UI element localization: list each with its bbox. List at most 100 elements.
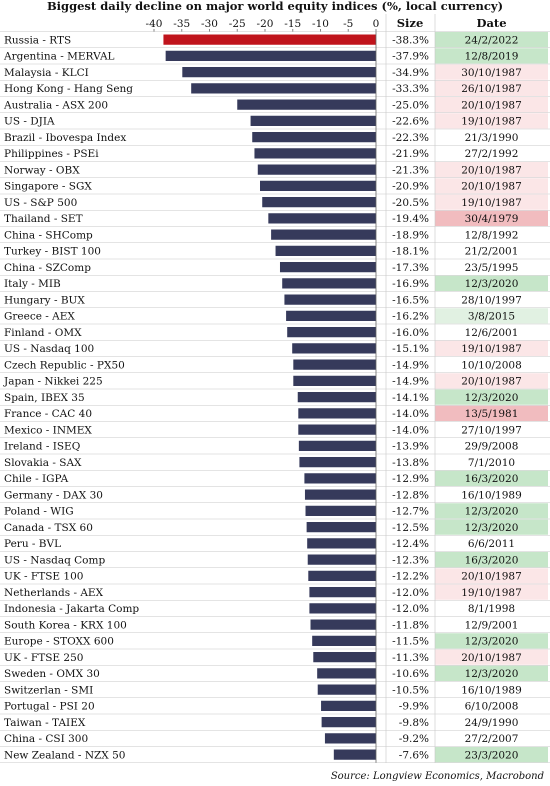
row-label: Norway - OBX <box>4 164 80 176</box>
date-cell <box>435 243 548 259</box>
size-value: -13.9% <box>392 441 429 453</box>
bar <box>257 164 376 175</box>
row-label: China - CSI 300 <box>4 733 88 745</box>
date-cell <box>435 194 548 210</box>
bar <box>163 34 376 45</box>
size-value: -25.0% <box>392 99 429 111</box>
size-value: -21.9% <box>392 148 429 160</box>
date-cell <box>435 535 548 551</box>
bar <box>252 132 376 143</box>
bar <box>321 717 376 728</box>
source-note: Source: Longview Economics, Macrobond <box>330 771 544 782</box>
equity-decline-chart: -40 -35 -30 -25 -20 -15 -10 -5 0 Size Date Russia -… <box>0 14 550 764</box>
date-value: 13/5/1981 <box>465 408 519 420</box>
date-value: 12/3/2020 <box>465 668 519 680</box>
x-tick-label: -15 <box>284 18 301 30</box>
row-label: US - Nasdaq 100 <box>4 343 94 355</box>
bar <box>298 440 376 451</box>
date-value: 12/8/2019 <box>465 51 519 63</box>
bar <box>293 375 376 386</box>
size-value: -9.9% <box>399 701 429 713</box>
row-label: Portugal - PSI 20 <box>4 701 95 713</box>
date-value: 3/8/2015 <box>468 311 515 323</box>
bar <box>165 50 376 61</box>
row-label: Philippines - PSEi <box>4 148 99 160</box>
date-value: 12/3/2020 <box>465 392 519 404</box>
size-value: -14.1% <box>392 392 429 404</box>
date-cell <box>435 600 548 616</box>
chart-title: Biggest daily decline on major world equ… <box>46 0 504 13</box>
row-label: China - SHComp <box>4 229 93 241</box>
size-value: -37.9% <box>392 51 429 63</box>
bar <box>310 619 376 630</box>
size-value: -11.3% <box>392 652 429 664</box>
size-value: -11.5% <box>392 636 429 648</box>
bar <box>307 538 376 549</box>
date-value: 16/10/1989 <box>461 489 522 501</box>
row-label: Germany - DAX 30 <box>4 489 103 501</box>
date-value: 19/10/1987 <box>461 343 522 355</box>
size-value: -21.3% <box>392 164 429 176</box>
bar <box>279 262 376 273</box>
size-value: -12.2% <box>392 571 429 583</box>
row-label: Hong Kong - Hang Seng <box>4 83 133 95</box>
row-label: Italy - MIB <box>4 278 61 290</box>
date-value: 20/10/1987 <box>461 376 522 388</box>
date-cell <box>435 730 548 746</box>
date-cell <box>435 649 548 665</box>
row-label: Slovakia - SAX <box>4 457 82 469</box>
size-value: -18.1% <box>392 246 429 258</box>
bar <box>313 652 376 663</box>
date-cell <box>435 145 548 161</box>
size-value: -12.0% <box>392 587 429 599</box>
date-cell <box>435 568 548 584</box>
row-label: Sweden - OMX 30 <box>4 668 100 680</box>
row-label: China - SZComp <box>4 262 91 274</box>
x-tick-label: -35 <box>173 18 190 30</box>
row-label: Peru - BVL <box>4 538 61 550</box>
size-value: -16.0% <box>392 327 429 339</box>
date-value: 20/10/1987 <box>461 571 522 583</box>
date-cell <box>435 357 548 373</box>
date-value: 12/3/2020 <box>465 278 519 290</box>
size-value: -34.9% <box>392 67 429 79</box>
date-value: 16/3/2020 <box>465 554 519 566</box>
size-value: -22.3% <box>392 132 429 144</box>
size-value: -13.8% <box>392 457 429 469</box>
date-cell <box>435 698 548 714</box>
bar <box>286 310 376 321</box>
size-value: -22.6% <box>392 116 429 128</box>
size-column-header: Size <box>397 16 424 30</box>
date-cell <box>435 682 548 698</box>
size-value: -18.9% <box>392 229 429 241</box>
row-label: Netherlands - AEX <box>4 587 104 599</box>
date-value: 12/3/2020 <box>465 506 519 518</box>
date-cell <box>435 129 548 145</box>
date-value: 20/10/1987 <box>461 652 522 664</box>
date-value: 20/10/1987 <box>461 99 522 111</box>
row-label: UK - FTSE 250 <box>4 652 83 664</box>
row-label: Mexico - INMEX <box>4 424 92 436</box>
bar <box>308 570 376 581</box>
date-column-header: Date <box>476 16 506 30</box>
date-cell <box>435 275 548 291</box>
bar <box>317 684 376 695</box>
date-value: 16/3/2020 <box>465 473 519 485</box>
date-value: 16/10/1989 <box>461 684 522 696</box>
row-label: Hungary - BUX <box>4 294 85 306</box>
row-label: Finland - OMX <box>4 327 82 339</box>
size-value: -14.0% <box>392 408 429 420</box>
date-value: 30/10/1987 <box>461 67 522 79</box>
size-value: -12.3% <box>392 554 429 566</box>
date-value: 6/10/2008 <box>465 701 519 713</box>
row-label: Czech Republic - PX50 <box>4 359 125 371</box>
date-cell <box>435 32 548 48</box>
size-value: -20.5% <box>392 197 429 209</box>
date-cell <box>435 162 548 178</box>
date-value: 29/9/2008 <box>465 441 519 453</box>
bar <box>287 327 376 338</box>
bar <box>293 359 376 370</box>
row-label: Chile - IGPA <box>4 473 69 485</box>
date-value: 27/2/2007 <box>465 733 519 745</box>
row-label: Russia - RTS <box>4 34 71 46</box>
